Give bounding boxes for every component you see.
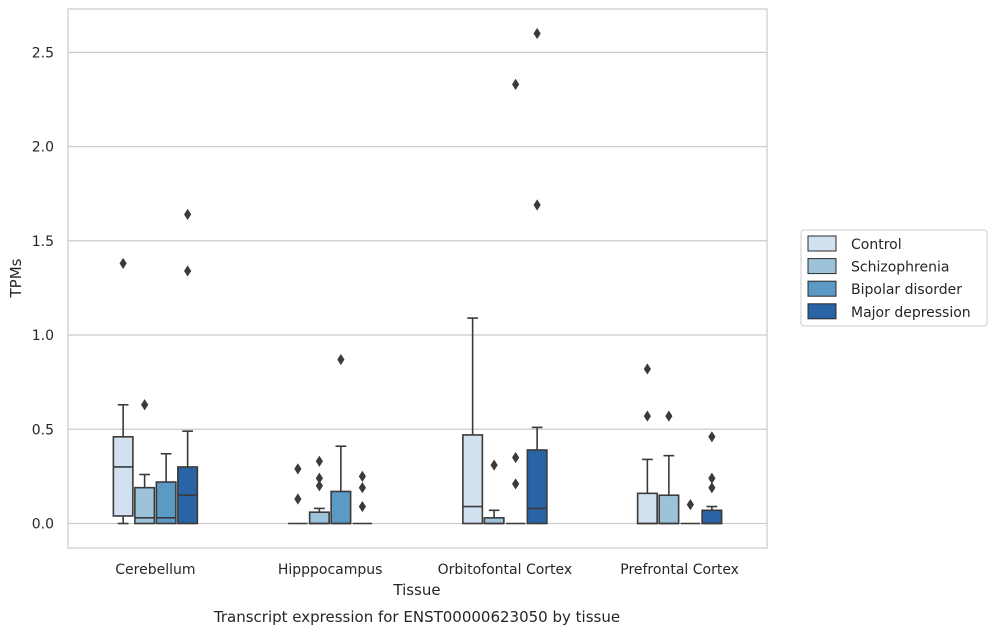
outlier-point [643, 410, 651, 422]
y-tick-label: 1.0 [32, 328, 54, 344]
box [330, 445, 352, 525]
legend-frame [800, 229, 988, 327]
box [526, 426, 548, 525]
legend-swatch [807, 303, 837, 320]
x-tick-label: Orbitofontal Cortex [438, 562, 573, 578]
y-axis-ticks: 0.0 0.5 1.0 1.5 2.0 2.5 [32, 45, 54, 532]
outlier-point [184, 265, 192, 277]
outlier-point [337, 353, 345, 366]
outlier-point [184, 208, 192, 221]
x-axis-label: Tissue [392, 581, 440, 599]
box [112, 403, 134, 525]
outlier-point [294, 493, 302, 505]
outlier-point [119, 257, 127, 270]
box-body [134, 486, 156, 525]
x-axis-ticks: Cerebellum Hipppocampus Orbitofontal Corte… [115, 562, 739, 578]
box-body [701, 509, 723, 525]
legend-label: Schizophrenia [851, 260, 949, 276]
box [483, 509, 505, 525]
legend-label: Bipolar disorder [851, 282, 962, 298]
y-tick-label: 0.0 [32, 517, 54, 533]
box-body [462, 434, 484, 525]
y-tick-label: 2.0 [32, 140, 54, 156]
box [308, 507, 330, 525]
outlier-point [315, 480, 323, 492]
box-body [308, 511, 330, 525]
box-body [526, 449, 548, 525]
legend-label: Major depression [851, 305, 971, 321]
box [636, 458, 658, 525]
outlier-point [665, 410, 673, 422]
box [658, 454, 680, 525]
outlier-point [512, 478, 520, 490]
box [462, 317, 484, 525]
outlier-point [141, 399, 149, 411]
y-axis-label: TPMs [7, 258, 25, 298]
box [134, 473, 156, 525]
x-tick-label: Prefrontal Cortex [620, 562, 739, 578]
x-tick-label: Cerebellum [115, 562, 195, 578]
plot-frame [67, 8, 768, 549]
box-body [112, 436, 134, 517]
box [177, 430, 199, 525]
figure-caption: Transcript expression for ENST0000062305… [213, 608, 620, 626]
outlier-point [512, 451, 520, 464]
legend-items: Control Schizophrenia Bipolar disorder Majo… [807, 235, 971, 321]
boxes [112, 317, 723, 525]
outliers [119, 27, 716, 513]
legend-swatch [807, 235, 837, 252]
outlier-point [708, 431, 716, 443]
y-tick-label: 2.5 [32, 45, 54, 61]
box [155, 452, 177, 525]
outlier-point [686, 499, 694, 511]
x-tick-label: Hipppocampus [278, 562, 383, 578]
outlier-point [294, 463, 302, 475]
box [701, 505, 723, 525]
box-body [658, 494, 680, 525]
outlier-point [358, 482, 366, 494]
outlier-point [643, 363, 651, 375]
legend-swatch [807, 280, 837, 297]
outlier-point [315, 455, 323, 467]
outlier-point [533, 27, 541, 40]
y-tick-label: 0.5 [32, 422, 54, 438]
outlier-point [512, 78, 520, 90]
outlier-point [708, 472, 716, 484]
outlier-point [533, 199, 541, 211]
grid-lines [68, 51, 767, 525]
box-body [483, 517, 505, 525]
box-body [155, 481, 177, 525]
outlier-point [490, 459, 498, 471]
legend-swatch [807, 258, 837, 275]
box-body [330, 490, 352, 525]
outlier-point [358, 470, 366, 482]
legend: Control Schizophrenia Bipolar disorder Majo… [800, 229, 988, 327]
outlier-point [315, 472, 323, 484]
box-body [636, 492, 658, 525]
outlier-point [708, 482, 716, 494]
legend-label: Control [851, 237, 902, 253]
outlier-point [358, 500, 366, 513]
y-tick-label: 1.5 [32, 234, 54, 250]
